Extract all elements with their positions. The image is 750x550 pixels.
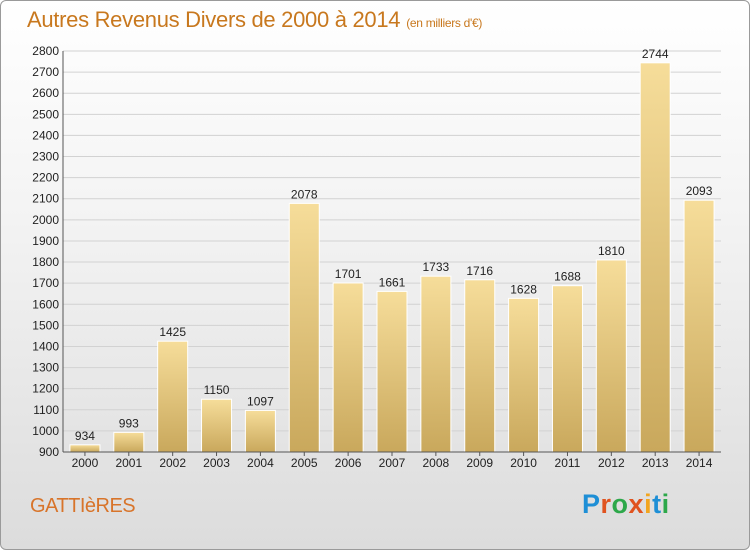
x-tick-label: 2007 — [379, 456, 406, 470]
value-label: 1628 — [510, 282, 537, 296]
value-label: 1716 — [466, 264, 493, 278]
logo-letter: x — [628, 489, 645, 519]
y-tick-label: 2800 — [32, 44, 59, 58]
chart-title-text: Autres Revenus Divers de 2000 à 2014 — [27, 7, 401, 32]
x-tick-label: 2013 — [642, 456, 669, 470]
y-tick-label: 1200 — [32, 382, 59, 396]
y-tick-label: 2300 — [32, 150, 59, 164]
y-tick-label: 2700 — [32, 65, 59, 79]
x-tick-label: 2011 — [555, 456, 581, 470]
y-axis: 900 1000 1100 1200 1300 1400 1500 1600 1700 1800 1… — [32, 44, 64, 459]
x-axis: 2000 2001 2002 2003 2004 2005 2006 2007 2008 2009… — [63, 451, 721, 470]
proxiti-logo[interactable]: Proxiti — [582, 489, 670, 520]
bar-2006 — [332, 282, 364, 453]
value-label: 2093 — [686, 184, 713, 198]
logo-letter: o — [611, 489, 629, 519]
value-label: 2078 — [291, 187, 318, 201]
value-label: 1733 — [423, 260, 450, 274]
x-tick-label: 2009 — [466, 456, 493, 470]
logo-letter: P — [582, 489, 601, 519]
x-tick-label: 2010 — [510, 456, 537, 470]
value-label: 1150 — [204, 383, 230, 397]
bars: 934 993 1425 1150 1097 2078 1701 1661 1733 1716 16… — [69, 47, 715, 453]
y-tick-label: 1600 — [32, 297, 59, 311]
y-tick-label: 900 — [39, 445, 59, 459]
y-tick-label: 2600 — [32, 86, 59, 100]
x-tick-label: 2003 — [203, 456, 230, 470]
y-tick-label: 1400 — [32, 339, 59, 353]
bar-2007 — [376, 290, 408, 453]
x-tick-label: 2000 — [72, 456, 99, 470]
value-label: 1425 — [159, 325, 186, 339]
logo-letter: t — [652, 489, 662, 519]
bar-2003 — [201, 398, 233, 453]
bar-2012 — [595, 259, 627, 453]
value-label: 934 — [75, 429, 95, 443]
x-tick-label: 2005 — [291, 456, 318, 470]
y-tick-label: 1000 — [32, 424, 59, 438]
y-tick-label: 2500 — [32, 107, 59, 121]
logo-letter: i — [644, 489, 653, 519]
bar-2008 — [420, 275, 452, 453]
bar-2010 — [508, 297, 540, 453]
bar-2001 — [113, 431, 145, 453]
bar-2009 — [464, 279, 496, 453]
value-label: 993 — [119, 416, 139, 430]
x-tick-label: 2001 — [115, 456, 142, 470]
y-tick-label: 1800 — [32, 255, 59, 269]
y-tick-label: 2000 — [32, 213, 59, 227]
value-label: 1661 — [379, 275, 406, 289]
bar-2002 — [157, 340, 189, 453]
y-tick-label: 2200 — [32, 171, 59, 185]
x-tick-label: 2008 — [423, 456, 450, 470]
y-tick-label: 1700 — [32, 276, 59, 290]
value-label: 1688 — [554, 270, 581, 284]
bar-2014 — [683, 199, 715, 453]
value-label: 1701 — [335, 267, 362, 281]
chart-subtitle: (en milliers d'€) — [406, 16, 483, 30]
logo-letter: r — [600, 489, 612, 519]
y-tick-label: 1900 — [32, 234, 59, 248]
bar-2005 — [288, 202, 320, 453]
x-tick-label: 2004 — [247, 456, 274, 470]
y-tick-label: 1500 — [32, 318, 59, 332]
chart-title: Autres Revenus Divers de 2000 à 2014 (en … — [27, 7, 482, 33]
location-name: GATTIèRES — [30, 495, 136, 517]
y-tick-label: 1300 — [32, 361, 59, 375]
x-tick-label: 2012 — [598, 456, 625, 470]
x-tick-label: 2002 — [159, 456, 186, 470]
y-tick-label: 2100 — [32, 192, 59, 206]
bar-2011 — [551, 285, 583, 453]
logo-letter: i — [661, 489, 670, 519]
value-label: 1810 — [598, 244, 625, 258]
y-tick-label: 2400 — [32, 128, 59, 142]
value-label: 2744 — [642, 47, 669, 61]
value-label: 1097 — [247, 394, 274, 408]
bar-2000 — [69, 444, 101, 453]
bar-2013 — [639, 62, 671, 453]
x-tick-label: 2006 — [335, 456, 362, 470]
x-tick-label: 2014 — [686, 456, 713, 470]
bar-2004 — [244, 409, 276, 453]
y-tick-label: 1100 — [33, 403, 59, 417]
